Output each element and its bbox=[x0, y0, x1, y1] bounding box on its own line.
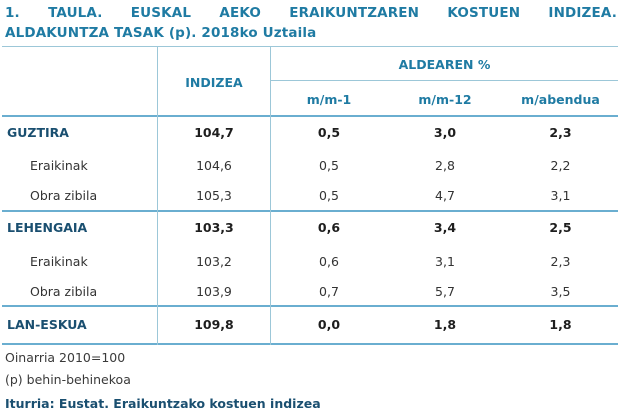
cell-guztira-index: 104,7 bbox=[194, 125, 234, 140]
cell-eraikinak-abendua: 2,2 bbox=[550, 158, 571, 173]
row-label-guztira: GUZTIRA bbox=[7, 125, 69, 140]
row-label-lehengaia: LEHENGAIA bbox=[7, 220, 88, 235]
cell-eraikinak-index: 104,6 bbox=[196, 158, 232, 173]
cell-eraikinak-2-index: 103,2 bbox=[196, 254, 232, 269]
source-note: Iturria: Eustat. Eraikuntzako kostuen in… bbox=[5, 396, 321, 411]
subheader-divider bbox=[270, 80, 618, 81]
cell-lehengaia-abendua: 2,5 bbox=[549, 220, 572, 235]
cell-obra-zibila-2-mm1: 0,7 bbox=[319, 284, 339, 299]
column-divider-index bbox=[270, 46, 271, 345]
title-line-1: 1. TAULA. EUSKAL AEKO ERAIKUNTZAREN KOST… bbox=[5, 5, 617, 21]
row-label-obra-zibila: Obra zibila bbox=[30, 188, 98, 203]
base-year-note: Oinarria 2010=100 bbox=[5, 350, 126, 365]
cell-eraikinak-mm1: 0,5 bbox=[319, 158, 339, 173]
row-label-lan-eskua: LAN-ESKUA bbox=[7, 317, 87, 332]
cell-obra-zibila-mm12: 4,7 bbox=[435, 188, 455, 203]
table-top-border bbox=[2, 46, 618, 47]
cell-eraikinak-2-abendua: 2,3 bbox=[550, 254, 571, 269]
row-label-obra-zibila-2: Obra zibila bbox=[30, 284, 98, 299]
cell-lehengaia-mm12: 3,4 bbox=[433, 220, 457, 235]
group-divider-1 bbox=[2, 210, 618, 212]
provisional-note: (p) behin-behinekoa bbox=[5, 372, 131, 387]
cell-guztira-mm1: 0,5 bbox=[317, 125, 341, 140]
column-divider-label bbox=[157, 46, 158, 345]
index-table: INDIZEA ALDEAREN % m/m-1 m/m-12 m/abendu… bbox=[2, 46, 618, 345]
header-col-abendua: m/abendua bbox=[521, 92, 600, 107]
title-line-2: ALDAKUNTZA TASAK (p). 2018ko Uztaila bbox=[5, 25, 317, 41]
header-group: ALDEAREN % bbox=[398, 57, 491, 72]
cell-obra-zibila-mm1: 0,5 bbox=[319, 188, 339, 203]
cell-obra-zibila-2-index: 103,9 bbox=[196, 284, 232, 299]
table-title: 1. TAULA. EUSKAL AEKO ERAIKUNTZAREN KOST… bbox=[5, 3, 617, 43]
header-col-mm1: m/m-1 bbox=[306, 92, 352, 107]
cell-obra-zibila-2-mm12: 5,7 bbox=[435, 284, 455, 299]
cell-guztira-mm12: 3,0 bbox=[433, 125, 457, 140]
header-col-mm12: m/m-12 bbox=[418, 92, 472, 107]
group-divider-2 bbox=[2, 305, 618, 307]
cell-lehengaia-index: 103,3 bbox=[194, 220, 234, 235]
cell-eraikinak-2-mm1: 0,6 bbox=[319, 254, 339, 269]
cell-guztira-abendua: 2,3 bbox=[549, 125, 572, 140]
cell-obra-zibila-2-abendua: 3,5 bbox=[550, 284, 571, 299]
cell-eraikinak-mm12: 2,8 bbox=[435, 158, 455, 173]
cell-lan-eskua-mm12: 1,8 bbox=[433, 317, 457, 332]
cell-obra-zibila-abendua: 3,1 bbox=[550, 188, 571, 203]
cell-obra-zibila-index: 105,3 bbox=[196, 188, 232, 203]
cell-lehengaia-mm1: 0,6 bbox=[317, 220, 341, 235]
row-label-eraikinak-2: Eraikinak bbox=[30, 254, 88, 269]
header-bottom-border bbox=[2, 115, 618, 117]
cell-lan-eskua-index: 109,8 bbox=[194, 317, 234, 332]
cell-eraikinak-2-mm12: 3,1 bbox=[435, 254, 455, 269]
cell-lan-eskua-mm1: 0,0 bbox=[317, 317, 341, 332]
header-index: INDIZEA bbox=[185, 75, 243, 90]
row-label-eraikinak: Eraikinak bbox=[30, 158, 88, 173]
cell-lan-eskua-abendua: 1,8 bbox=[549, 317, 572, 332]
table-bottom-border bbox=[2, 343, 618, 345]
